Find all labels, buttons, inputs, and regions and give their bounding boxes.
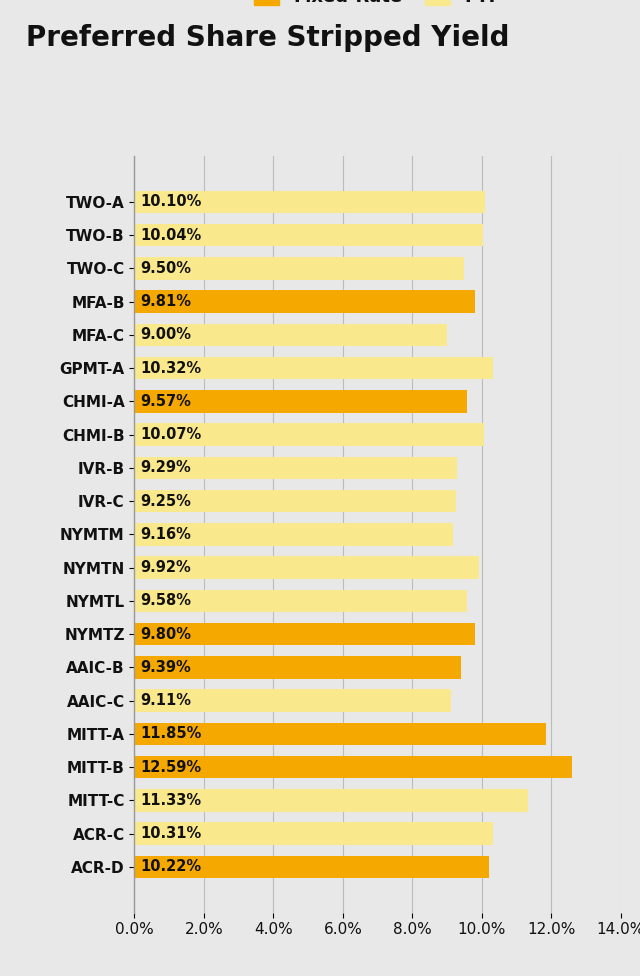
Bar (134, 257, 465, 280)
Bar (134, 290, 476, 313)
Bar (134, 722, 546, 745)
Text: 10.22%: 10.22% (141, 860, 202, 874)
Bar (134, 457, 457, 479)
Bar (134, 823, 493, 845)
Text: 9.29%: 9.29% (141, 461, 191, 475)
Text: 9.81%: 9.81% (141, 294, 191, 309)
Text: 10.10%: 10.10% (141, 194, 202, 209)
Text: 9.11%: 9.11% (141, 693, 191, 709)
Text: 12.59%: 12.59% (141, 759, 202, 775)
Bar (134, 656, 461, 678)
Text: 11.33%: 11.33% (141, 793, 202, 808)
Text: 10.04%: 10.04% (141, 227, 202, 243)
Bar (134, 689, 451, 712)
Bar (134, 390, 467, 413)
Text: 10.32%: 10.32% (141, 360, 202, 376)
Text: 9.80%: 9.80% (141, 627, 191, 641)
Text: 11.85%: 11.85% (141, 726, 202, 742)
Bar (134, 424, 484, 446)
Legend: Fixed-Rate, FTF: Fixed-Rate, FTF (254, 0, 501, 6)
Text: 9.25%: 9.25% (141, 494, 191, 508)
Bar (134, 190, 485, 213)
Bar (134, 789, 528, 812)
Text: 9.50%: 9.50% (141, 261, 191, 276)
Bar (134, 490, 456, 512)
Text: 9.58%: 9.58% (141, 593, 191, 608)
Bar (134, 523, 452, 546)
Bar (134, 224, 483, 246)
Bar (134, 556, 479, 579)
Text: 9.39%: 9.39% (141, 660, 191, 674)
Text: 9.57%: 9.57% (141, 394, 191, 409)
Text: 9.92%: 9.92% (141, 560, 191, 575)
Text: 9.00%: 9.00% (141, 327, 191, 343)
Text: Preferred Share Stripped Yield: Preferred Share Stripped Yield (26, 24, 509, 53)
Bar (134, 324, 447, 346)
Bar (134, 357, 493, 380)
Bar (134, 623, 475, 645)
Bar (134, 856, 490, 878)
Bar (134, 755, 572, 779)
Text: 10.07%: 10.07% (141, 427, 202, 442)
Text: 9.16%: 9.16% (141, 527, 191, 542)
Text: 10.31%: 10.31% (141, 826, 202, 841)
Bar (134, 590, 467, 612)
